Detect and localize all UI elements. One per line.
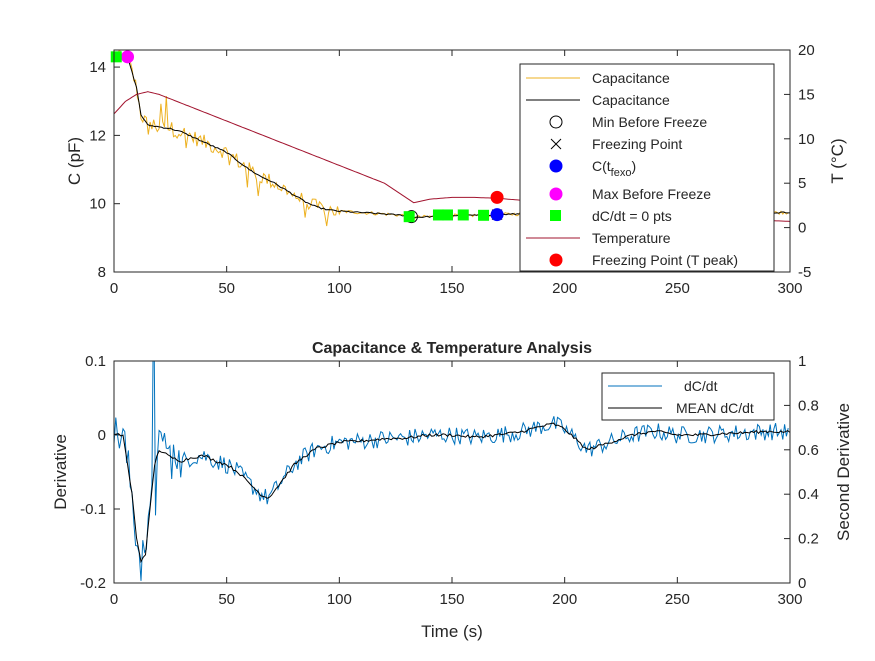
legend-label-freezing-point-tpeak: Freezing Point (T peak) (592, 252, 738, 268)
legend-box-1 (519, 63, 775, 272)
x-tick-label: 300 (777, 280, 802, 297)
x-tick-label: 100 (327, 280, 352, 297)
y-tick-label: 10 (89, 196, 106, 213)
x-axis-label: Time (s) (421, 622, 483, 641)
y-tick-label: 14 (89, 59, 106, 76)
marker-dc-dt-0-pts (110, 51, 122, 63)
y-axis-label-left-1: C (pF) (65, 137, 84, 185)
x-tick-label: 200 (552, 280, 577, 297)
x-tick-label: 0 (110, 591, 118, 608)
x-tick-label: 250 (665, 591, 690, 608)
legend-label-min-before-freeze: Min Before Freeze (592, 114, 707, 130)
y-right-tick-label: 20 (798, 42, 815, 59)
y-right-tick-label: 15 (798, 86, 815, 103)
axes-box-1 (113, 49, 791, 273)
x-tick-label: 100 (327, 591, 352, 608)
y-axis-label-left-2: Derivative (51, 434, 70, 510)
y-right-tick-label: 0.2 (798, 531, 819, 548)
y-axis-label-right-2: Second Derivative (834, 403, 853, 541)
marker-dc-dt-0-pts (441, 209, 453, 221)
y-tick-label: 0.1 (85, 353, 106, 370)
y-tick-label: -0.2 (80, 575, 106, 592)
marker-c-t-fexo- (490, 208, 504, 222)
y-right-tick-label: 0.8 (798, 397, 819, 414)
legend-swatch-freezing-point (550, 138, 562, 150)
y-right-tick-label: 0 (798, 220, 806, 237)
legend-swatch-c-tfexo (549, 159, 563, 173)
marker-freezing-point-t-peak- (490, 190, 504, 204)
x-tick-label: 250 (665, 280, 690, 297)
y-right-tick-label: 0.6 (798, 442, 819, 459)
y-right-tick-label: 10 (798, 131, 815, 148)
series-line-mean-dc-dt-smooth (114, 422, 790, 564)
derivative-plot: -0.2 -0.1 0 0.1 0 0.2 0.4 0.6 0.8 1 0 50 100 150 200… (51, 340, 853, 641)
marker-dc-dt-0-pts (432, 209, 444, 221)
y-tick-label: 12 (89, 127, 106, 144)
y-right-tick-label: 5 (798, 175, 806, 192)
x-tick-label: 0 (110, 280, 118, 297)
y-tick-label: -0.1 (80, 501, 106, 518)
y-right-tick-label: 0.4 (798, 486, 819, 503)
marker-max-before-freeze (121, 50, 135, 64)
legend-label-dcdt-zero: dC/dt = 0 pts (592, 208, 672, 224)
legend-2: dC/dt MEAN dC/dt (601, 372, 775, 421)
plot-lines-2 (114, 361, 790, 581)
left-y-tick-labels-2: -0.2 -0.1 0 0.1 (80, 353, 120, 592)
axes-box-2 (113, 360, 791, 584)
legend-swatch-freezing-point-tpeak (549, 253, 563, 267)
plot-markers-1 (110, 50, 504, 224)
legend-label-c-tfexo: C(tfexo) (592, 158, 636, 179)
y-tick-label: 8 (98, 264, 106, 281)
y-right-tick-label: 0 (798, 575, 806, 592)
legend-label-capacitance-smooth: Capacitance (592, 92, 670, 108)
legend-box-2 (601, 372, 775, 421)
legend-label-max-before-freeze: Max Before Freeze (592, 186, 711, 202)
legend-label-freezing-point: Freezing Point (592, 136, 682, 152)
legend-label-capacitance-raw: Capacitance (592, 70, 670, 86)
x-tick-labels-2: 0 50 100 150 200 250 300 (110, 361, 803, 608)
legend-swatch-dcdt-zero (550, 210, 561, 221)
capacitance-temperature-plot: 8 10 12 14 -5 0 5 10 15 20 0 50 100 150 200 250 300 C … (65, 42, 847, 297)
right-y-tick-labels-2: 0 0.2 0.4 0.6 0.8 1 (784, 353, 819, 592)
x-tick-label: 150 (439, 280, 464, 297)
legend-label-dcdt: dC/dt (684, 378, 718, 394)
y-right-tick-label: -5 (798, 264, 811, 281)
marker-dc-dt-0-pts (403, 211, 415, 223)
y-right-tick-label: 1 (798, 353, 806, 370)
legend-1: Capacitance Capacitance Min Before Freez… (519, 63, 775, 272)
chart-title: Capacitance & Temperature Analysis (312, 340, 592, 357)
y-axis-label-right-1: T (°C) (828, 138, 847, 183)
x-tick-label: 200 (552, 591, 577, 608)
marker-dc-dt-0-pts (478, 209, 490, 221)
x-tick-label: 50 (218, 591, 235, 608)
marker-dc-dt-0-pts (457, 209, 469, 221)
legend-swatch-max-before-freeze (549, 187, 563, 201)
x-tick-labels-1: 0 50 100 150 200 250 300 (110, 50, 803, 297)
x-tick-label: 300 (777, 591, 802, 608)
x-tick-label: 150 (439, 591, 464, 608)
legend-label-temperature: Temperature (592, 230, 671, 246)
y-tick-label: 0 (98, 427, 106, 444)
left-y-tick-labels-1: 8 10 12 14 (89, 59, 120, 281)
x-tick-label: 50 (218, 280, 235, 297)
legend-swatch-min-before-freeze (549, 115, 563, 129)
legend-label-mean-dcdt: MEAN dC/dt (676, 400, 754, 416)
